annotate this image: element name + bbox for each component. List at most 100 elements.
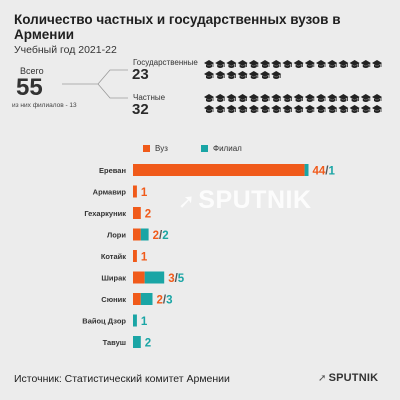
state-graduation-caps <box>204 60 382 79</box>
value-label-univ: 44 <box>313 166 326 178</box>
legend-swatch-univ <box>143 145 150 152</box>
graduation-cap-icon <box>372 94 382 102</box>
value-label-branch: 3 <box>166 295 172 307</box>
private-label: Частные <box>133 93 166 102</box>
value-label-univ: 3 <box>168 273 174 285</box>
graduation-cap-icon <box>316 105 326 113</box>
state-label: Государственные <box>133 58 198 67</box>
bar-branch <box>133 314 137 327</box>
category-label: Армавир <box>93 188 127 197</box>
value-label-sep: / <box>325 166 329 178</box>
bar-univ <box>133 250 137 262</box>
graduation-cap-icon <box>204 60 214 68</box>
graduation-cap-icon <box>360 105 371 113</box>
graduation-cap-icon <box>215 71 226 79</box>
graduation-cap-icon <box>349 94 360 102</box>
graduation-cap-icon <box>316 60 326 68</box>
bar-univ <box>133 164 305 176</box>
graduation-cap-icon <box>248 60 259 68</box>
value-label-single: 2 <box>145 338 151 350</box>
value-label-single: 1 <box>141 252 148 264</box>
logo-text: SPUTNIK <box>328 372 379 384</box>
graduation-cap-icon <box>304 94 315 102</box>
value-label-sep: / <box>175 273 179 285</box>
graduation-cap-icon <box>271 105 282 113</box>
graduation-cap-icon <box>237 60 248 68</box>
graduation-cap-icon <box>293 60 304 68</box>
bar-branch <box>144 271 165 284</box>
bar-univ <box>133 228 141 241</box>
graduation-cap-icon <box>260 60 270 68</box>
graduation-cap-icon <box>237 105 248 113</box>
watermark-text: SPUTNIK <box>198 186 312 214</box>
graduation-cap-icon <box>204 94 214 102</box>
category-label: Сюник <box>101 295 126 304</box>
graduation-cap-icon <box>338 94 349 102</box>
graduation-cap-icon <box>204 105 214 113</box>
value-label-sep: / <box>159 230 163 242</box>
legend-swatch-branch <box>201 145 208 152</box>
graduation-cap-icon <box>293 105 304 113</box>
sputnik-logo-icon: ➚ <box>318 373 327 384</box>
graduation-cap-icon <box>215 60 226 68</box>
graduation-cap-icon <box>349 105 360 113</box>
bracket-lines <box>62 69 128 99</box>
graduation-cap-icon <box>327 105 338 113</box>
legend-label-branch: Филиал <box>213 144 242 153</box>
category-label: Ширак <box>101 274 126 283</box>
graduation-cap-icon <box>215 94 226 102</box>
graduation-cap-icon <box>248 94 259 102</box>
total-note: из них филиалов - 13 <box>12 102 77 109</box>
graduation-cap-icon <box>248 71 259 79</box>
graduation-cap-icon <box>304 105 315 113</box>
graduation-cap-icon <box>271 71 282 79</box>
source-note: Источник: Статистический комитет Армении <box>14 373 230 385</box>
bar-branch <box>133 336 141 348</box>
value-label-branch: 1 <box>329 166 336 178</box>
value-label-single: 1 <box>141 316 148 328</box>
value-label-univ: 2 <box>153 230 159 242</box>
graduation-cap-icon <box>248 105 259 113</box>
value-label: 1 <box>141 187 148 199</box>
graduation-cap-icon <box>338 60 349 68</box>
graduation-cap-icon <box>327 60 338 68</box>
graduation-cap-icon <box>226 71 237 79</box>
value-label: 2/3 <box>157 295 173 307</box>
graduation-cap-icon <box>204 71 214 79</box>
category-label: Лори <box>107 231 126 240</box>
graduation-cap-icon <box>260 105 270 113</box>
graduation-cap-icon <box>304 60 315 68</box>
graduation-cap-icon <box>260 94 270 102</box>
value-label-branch: 2 <box>162 230 168 242</box>
graduation-cap-icon <box>237 71 248 79</box>
graduation-cap-icon <box>282 60 293 68</box>
value-label-sep: / <box>163 295 167 307</box>
category-label: Тавуш <box>103 338 126 347</box>
value-label: 1 <box>141 252 148 264</box>
graduation-cap-icon <box>226 105 237 113</box>
sputnik-logo: ➚ SPUTNIK <box>318 372 378 384</box>
state-value: 23 <box>132 66 149 83</box>
category-label: Котайк <box>101 252 126 261</box>
graduation-cap-icon <box>327 94 338 102</box>
bar-branch <box>140 293 153 305</box>
total-value: 55 <box>16 74 43 101</box>
private-value: 32 <box>132 101 149 118</box>
value-label: 2 <box>145 209 151 221</box>
graduation-cap-icon <box>282 105 293 113</box>
summary-block: Всего 55 из них филиалов - 13 Государств… <box>0 0 400 140</box>
value-label: 3/5 <box>168 273 185 285</box>
value-label: 2/2 <box>153 230 169 242</box>
sputnik-arrow-icon: ➚ <box>178 191 196 213</box>
category-label: Вайоц Дзор <box>82 317 126 326</box>
graduation-cap-icon <box>293 94 304 102</box>
bar-univ <box>133 207 141 219</box>
graduation-cap-icon <box>282 94 293 102</box>
bar-branch <box>140 228 149 241</box>
graduation-cap-icon <box>349 60 360 68</box>
bar-univ <box>133 185 137 198</box>
page-subtitle: Учебный год 2021-22 <box>14 44 117 56</box>
graduation-cap-icon <box>360 94 371 102</box>
page-title: Количество частных и государственных вуз… <box>14 12 341 42</box>
